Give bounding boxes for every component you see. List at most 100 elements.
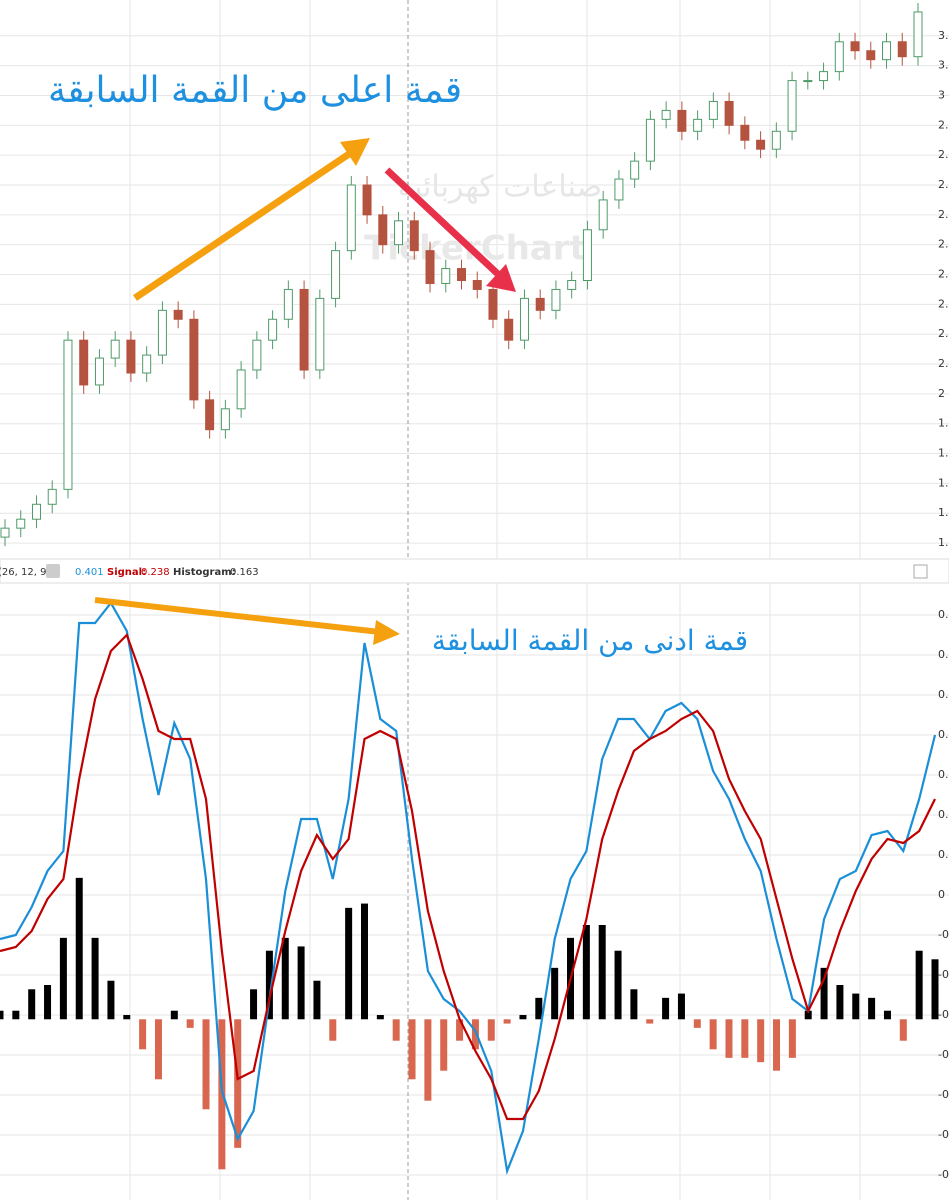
y-tick-label: 2.9 bbox=[938, 118, 949, 131]
signal-label: Signal: bbox=[107, 567, 146, 578]
histogram-bar bbox=[424, 1019, 432, 1101]
histogram-bar bbox=[345, 907, 353, 1020]
y-tick-label: -0.7 bbox=[938, 1168, 949, 1181]
candle-body bbox=[331, 250, 341, 299]
candle-body bbox=[409, 220, 419, 252]
histogram-bar bbox=[820, 967, 828, 1020]
histogram-bar bbox=[170, 1010, 178, 1020]
macd-params: (26, 12, 9) bbox=[0, 567, 50, 578]
histogram-bar bbox=[250, 989, 258, 1020]
histogram-bar bbox=[804, 1010, 812, 1020]
settings-icon[interactable] bbox=[46, 564, 60, 578]
candle-body bbox=[0, 527, 10, 538]
histogram-bar bbox=[519, 1015, 527, 1020]
histogram-bar bbox=[503, 1019, 511, 1024]
candle-body bbox=[614, 178, 624, 201]
histogram-bar bbox=[313, 980, 321, 1020]
histogram-bar bbox=[297, 946, 305, 1020]
candle-body bbox=[693, 118, 703, 132]
histogram-bar bbox=[773, 1019, 781, 1071]
candle-body bbox=[110, 339, 120, 359]
candle-body bbox=[771, 130, 781, 150]
candle-body bbox=[299, 288, 309, 371]
y-tick-label: 3 bbox=[938, 88, 945, 101]
histogram-bar bbox=[582, 925, 590, 1020]
candle-body bbox=[724, 100, 734, 126]
candle-body bbox=[598, 199, 608, 231]
histogram-bar bbox=[883, 1010, 891, 1020]
candle-body bbox=[236, 369, 246, 410]
macd-value: 0.401 bbox=[75, 567, 104, 578]
histogram-bar bbox=[75, 877, 83, 1020]
candle-body bbox=[189, 318, 199, 401]
histogram-bar bbox=[329, 1019, 337, 1041]
histogram-bar bbox=[107, 980, 115, 1020]
candle-body bbox=[567, 279, 577, 290]
candle-body bbox=[708, 100, 718, 120]
histogram-bar bbox=[741, 1019, 749, 1058]
candle-body bbox=[630, 160, 640, 180]
arrow bbox=[384, 167, 503, 279]
candle-body bbox=[850, 41, 860, 52]
header-bar bbox=[0, 558, 949, 584]
histogram-bar bbox=[91, 937, 99, 1020]
y-tick-label: -0.6 bbox=[938, 1128, 949, 1141]
candle-body bbox=[472, 279, 482, 290]
histogram-bar bbox=[535, 997, 543, 1020]
candle-body bbox=[787, 80, 797, 132]
y-tick-label: 2 bbox=[938, 387, 945, 400]
candle-body bbox=[661, 109, 671, 120]
candle-body bbox=[362, 184, 372, 216]
candle-body bbox=[882, 41, 892, 61]
candle-body bbox=[645, 118, 655, 162]
candle-body bbox=[252, 339, 262, 371]
y-tick-label: 0.6 bbox=[938, 648, 949, 661]
y-tick-label: 0.5 bbox=[938, 688, 949, 701]
y-tick-label: 0.1 bbox=[938, 848, 949, 861]
y-tick-label: 3.2 bbox=[938, 29, 949, 42]
histogram-bar bbox=[408, 1019, 416, 1080]
y-tick-label: 2.7 bbox=[938, 178, 949, 191]
y-tick-label: 2.1 bbox=[938, 357, 949, 370]
y-tick-label: -0.3 bbox=[938, 1008, 949, 1021]
candle-body bbox=[205, 399, 215, 431]
candle-body bbox=[425, 250, 435, 284]
candle-body bbox=[740, 124, 750, 141]
candle-body bbox=[819, 71, 829, 82]
histogram-bar bbox=[28, 989, 36, 1020]
y-tick-label: 0 bbox=[938, 888, 945, 901]
histogram-bar bbox=[693, 1019, 701, 1028]
histogram-bar bbox=[788, 1019, 796, 1058]
y-tick-label: -0.2 bbox=[938, 968, 949, 981]
histogram-bar bbox=[931, 959, 939, 1020]
histogram-bar bbox=[376, 1015, 384, 1020]
y-tick-label: 2.8 bbox=[938, 148, 949, 161]
y-tick-label: 0.3 bbox=[938, 768, 949, 781]
macd-line bbox=[0, 601, 937, 1176]
y-tick-label: 0.4 bbox=[938, 728, 949, 741]
histogram-bar bbox=[0, 1010, 4, 1020]
annotation: قمة اعلى من القمة السابقة bbox=[48, 70, 462, 111]
y-tick-label: 2.4 bbox=[938, 268, 949, 281]
candle-body bbox=[582, 229, 592, 281]
candle-body bbox=[283, 288, 293, 320]
arrow-head bbox=[340, 138, 370, 166]
candle-body bbox=[535, 297, 545, 311]
histogram-bar bbox=[646, 1019, 654, 1024]
histogram-bar bbox=[709, 1019, 717, 1050]
arrows bbox=[94, 138, 516, 645]
candle-body bbox=[504, 318, 514, 341]
y-tick-label: -0.1 bbox=[938, 928, 949, 941]
histogram-bar bbox=[123, 1015, 131, 1020]
candle-body bbox=[457, 268, 466, 281]
y-tick-label: -0.4 bbox=[938, 1048, 949, 1061]
candle-body bbox=[803, 80, 813, 83]
maximize-icon[interactable] bbox=[913, 564, 928, 579]
histogram-bar bbox=[456, 1019, 464, 1041]
candle-body bbox=[519, 297, 529, 341]
candle-body bbox=[897, 41, 907, 58]
candle-body bbox=[31, 503, 41, 520]
marks-layer bbox=[0, 2, 939, 1176]
y-tick-label: 1.7 bbox=[938, 476, 949, 489]
